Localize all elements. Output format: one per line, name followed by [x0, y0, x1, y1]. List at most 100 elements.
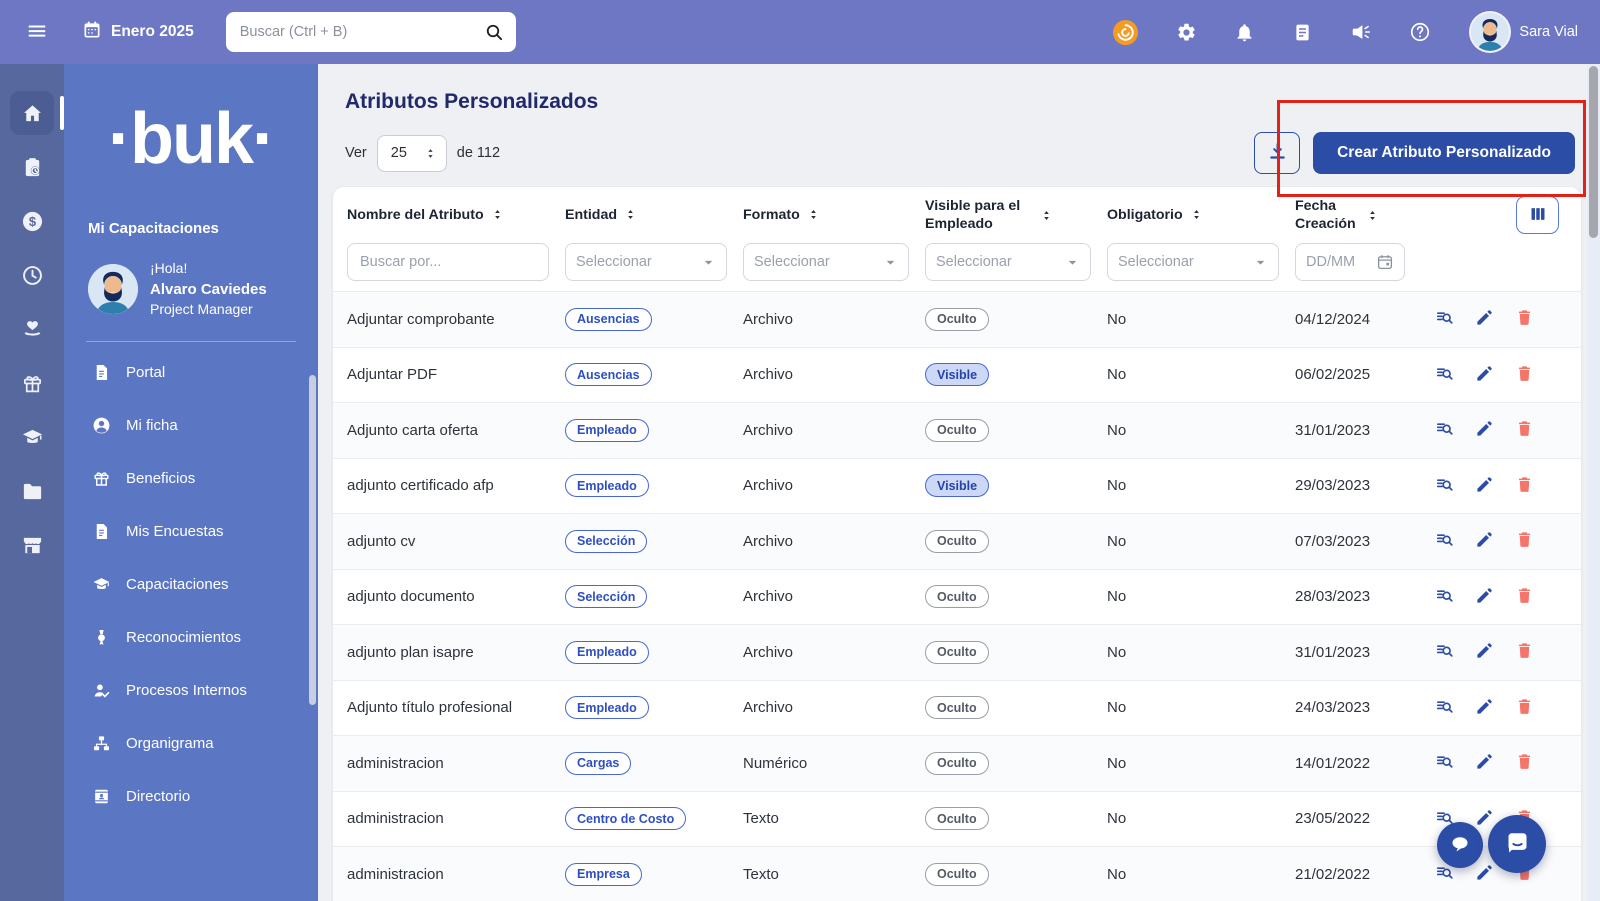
column-header-entity[interactable]: Entidad — [565, 206, 743, 224]
megaphone-button[interactable] — [1346, 17, 1376, 47]
delete-button[interactable] — [1515, 419, 1534, 441]
period-selector[interactable]: Enero 2025 — [82, 20, 194, 45]
view-detail-button[interactable] — [1435, 308, 1454, 330]
delete-button[interactable] — [1515, 752, 1534, 774]
edit-button[interactable] — [1475, 863, 1494, 885]
row-actions — [1435, 641, 1567, 663]
rail-item-home[interactable] — [10, 91, 64, 135]
chat-bubble-button[interactable] — [1437, 822, 1483, 868]
filter-visible-select[interactable]: Seleccionar — [925, 243, 1091, 281]
edit-button[interactable] — [1475, 752, 1494, 774]
rail-item-graduation-cap[interactable] — [10, 415, 54, 459]
buk-mark-button[interactable] — [1108, 15, 1143, 50]
page-scrollbar[interactable] — [1587, 64, 1600, 901]
attribute-name: administracion — [347, 865, 444, 883]
edit-button[interactable] — [1475, 586, 1494, 608]
table-row: Adjuntar comprobante Ausencias Archivo O… — [333, 291, 1581, 347]
sidebar-item-portal[interactable]: Portal — [64, 346, 318, 399]
row-actions — [1435, 475, 1567, 497]
view-detail-button[interactable] — [1435, 364, 1454, 386]
rail-item-store[interactable] — [10, 523, 54, 567]
edit-button[interactable] — [1475, 308, 1494, 330]
column-header-required[interactable]: Obligatorio — [1107, 206, 1295, 224]
chevron-down-icon — [1065, 255, 1080, 270]
search-icon[interactable] — [484, 22, 504, 42]
view-detail-button[interactable] — [1435, 863, 1454, 885]
sidebar-item-mis-encuestas[interactable]: Mis Encuestas — [64, 505, 318, 558]
sidebar-scrollbar[interactable] — [309, 375, 316, 705]
spinner-icon — [424, 147, 437, 160]
sidebar-item-directorio[interactable]: Directorio — [64, 770, 318, 823]
view-detail-button[interactable] — [1435, 641, 1454, 663]
delete-button[interactable] — [1515, 697, 1534, 719]
chat-widget-button[interactable] — [1488, 815, 1546, 873]
rail-item-dollar[interactable]: $ — [10, 199, 54, 243]
sidebar-item-capacitaciones[interactable]: Capacitaciones — [64, 558, 318, 611]
rail-item-clipboard-clock[interactable] — [10, 145, 54, 189]
sort-icon — [807, 208, 820, 221]
view-detail-button[interactable] — [1435, 530, 1454, 552]
page-size-select[interactable]: 25 — [376, 134, 447, 172]
main-content: Atributos Personalizados Ver 25 de 112 C… — [318, 64, 1600, 901]
entity-badge: Ausencias — [565, 363, 652, 387]
sidebar-item-reconocimientos[interactable]: Reconocimientos — [64, 611, 318, 664]
view-detail-button[interactable] — [1435, 752, 1454, 774]
delete-button[interactable] — [1515, 530, 1534, 552]
view-detail-button[interactable] — [1435, 697, 1454, 719]
download-button[interactable] — [1254, 132, 1301, 174]
delete-button[interactable] — [1515, 308, 1534, 330]
delete-button[interactable] — [1515, 641, 1534, 663]
user-menu[interactable]: Sara Vial — [1471, 13, 1578, 51]
sidebar-item-organigrama[interactable]: Organigrama — [64, 717, 318, 770]
edit-button[interactable] — [1475, 530, 1494, 552]
notes-button[interactable] — [1288, 18, 1317, 47]
scrollbar-thumb[interactable] — [1589, 66, 1598, 238]
visibility-badge: Visible — [925, 363, 990, 387]
trash-icon — [1515, 364, 1534, 386]
column-header-name[interactable]: Nombre del Atributo — [347, 206, 565, 224]
column-header-format[interactable]: Formato — [743, 206, 925, 224]
bell-button[interactable] — [1230, 18, 1259, 47]
sort-icon — [624, 208, 637, 221]
delete-button[interactable] — [1515, 475, 1534, 497]
sidebar-item-mi-ficha[interactable]: Mi ficha — [64, 399, 318, 452]
table-row: administracion Centro de Costo Texto Ocu… — [333, 790, 1581, 847]
delete-button[interactable] — [1515, 586, 1534, 608]
delete-button[interactable] — [1515, 364, 1534, 386]
sidebar-item-label: Portal — [126, 364, 166, 381]
view-detail-button[interactable] — [1435, 808, 1454, 830]
menu-toggle-button[interactable] — [22, 16, 52, 49]
edit-button[interactable] — [1475, 808, 1494, 830]
column-header-created[interactable]: Fecha Creación — [1295, 197, 1435, 234]
column-header-visible[interactable]: Visible para el Empleado — [925, 197, 1107, 234]
filter-format-select[interactable]: Seleccionar — [743, 243, 909, 281]
edit-button[interactable] — [1475, 641, 1494, 663]
view-detail-button[interactable] — [1435, 419, 1454, 441]
rail-item-gift[interactable] — [10, 361, 54, 405]
list-search-icon — [1435, 641, 1454, 663]
sidebar-item-beneficios[interactable]: Beneficios — [64, 452, 318, 505]
sidebar-item-label: Reconocimientos — [126, 629, 242, 646]
filter-name-input[interactable] — [347, 243, 549, 281]
create-attribute-button[interactable]: Crear Atributo Personalizado — [1313, 132, 1575, 174]
search-input[interactable] — [225, 24, 484, 40]
filter-date-input[interactable]: DD/MM — [1295, 243, 1405, 281]
column-settings-button[interactable] — [1516, 196, 1559, 234]
sidebar-item-procesos-internos[interactable]: Procesos Internos — [64, 664, 318, 717]
required-value: No — [1107, 754, 1127, 772]
filter-entity-select[interactable]: Seleccionar — [565, 243, 727, 281]
rail-item-clock[interactable] — [10, 253, 54, 297]
rail-item-hand-heart[interactable] — [10, 307, 54, 351]
edit-button[interactable] — [1475, 475, 1494, 497]
edit-button[interactable] — [1475, 419, 1494, 441]
rail-item-folder[interactable] — [10, 469, 54, 513]
gear-button[interactable] — [1172, 18, 1201, 47]
edit-button[interactable] — [1475, 697, 1494, 719]
view-detail-button[interactable] — [1435, 475, 1454, 497]
view-detail-button[interactable] — [1435, 586, 1454, 608]
icon-rail: $ — [0, 64, 64, 901]
table-row: adjunto cv Selección Archivo Oculto No 0… — [333, 513, 1581, 569]
filter-required-select[interactable]: Seleccionar — [1107, 243, 1279, 281]
edit-button[interactable] — [1475, 364, 1494, 386]
help-button[interactable] — [1405, 17, 1435, 47]
